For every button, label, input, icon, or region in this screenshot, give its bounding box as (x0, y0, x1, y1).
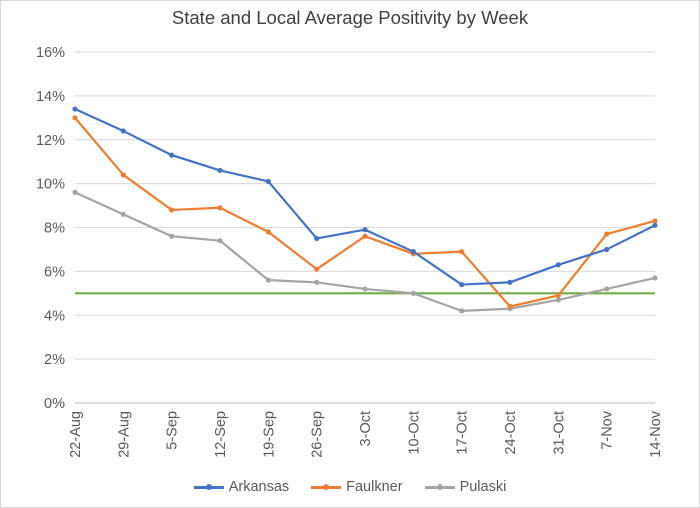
x-tick-label: 17-Oct (455, 411, 471, 455)
x-tick-label: 24-Oct (503, 411, 519, 455)
data-point-faulkner (459, 249, 465, 255)
y-tick-label: 2% (44, 352, 65, 368)
data-point-pulaski (72, 189, 78, 195)
data-point-arkansas (362, 227, 368, 233)
data-point-arkansas (555, 262, 561, 268)
legend-label: Arkansas (228, 479, 290, 495)
x-tick-label: 19-Sep (261, 411, 277, 458)
data-point-pulaski (120, 211, 126, 217)
x-tick-label: 31-Oct (551, 411, 567, 455)
data-point-pulaski (217, 238, 223, 244)
data-point-arkansas (410, 249, 416, 255)
data-point-faulkner (169, 207, 175, 213)
series-line-faulkner (74, 117, 656, 308)
data-point-faulkner (507, 303, 513, 310)
data-point-faulkner (652, 218, 658, 224)
legend-swatch (424, 482, 455, 492)
legend-label: Faulkner (346, 479, 403, 495)
y-tick-label: 4% (44, 308, 65, 324)
data-point-arkansas (265, 178, 271, 185)
data-point-faulkner (604, 231, 610, 237)
data-point-arkansas (507, 279, 513, 285)
x-tick-label: 22-Aug (68, 411, 84, 458)
y-tick-label: 16% (36, 45, 65, 61)
data-point-arkansas (652, 222, 658, 228)
data-point-arkansas (314, 235, 320, 242)
y-tick-label: 8% (44, 221, 65, 237)
data-point-pulaski (265, 277, 271, 283)
data-point-pulaski (410, 290, 416, 296)
series-line-arkansas (74, 108, 656, 286)
x-tick-label: 3-Oct (358, 411, 374, 446)
x-tick-label: 7-Nov (600, 410, 616, 449)
x-tick-label: 14-Nov (648, 410, 664, 457)
data-point-arkansas (72, 106, 78, 112)
data-point-faulkner (265, 229, 271, 235)
data-point-arkansas (604, 246, 610, 253)
chart-title: State and Local Average Positivity by We… (171, 7, 529, 28)
data-point-pulaski (555, 297, 561, 303)
data-point-pulaski (652, 275, 658, 281)
x-tick-label: 29-Aug (116, 411, 132, 458)
data-point-pulaski (604, 286, 610, 292)
data-point-faulkner (555, 292, 561, 299)
data-point-pulaski (314, 279, 320, 285)
data-point-faulkner (120, 172, 126, 178)
legend-swatch (311, 482, 342, 492)
data-point-pulaski (169, 233, 175, 239)
data-point-arkansas (169, 152, 175, 158)
y-tick-label: 12% (36, 133, 65, 149)
legend: Arkansas Faulkner Pulaski (0, 479, 700, 495)
y-tick-label: 10% (36, 177, 65, 193)
x-tick-label: 5-Sep (165, 411, 181, 450)
legend-label: Pulaski (459, 479, 507, 495)
data-point-arkansas (120, 128, 126, 134)
x-tick-label: 10-Oct (406, 411, 422, 455)
legend-item-arkansas: Arkansas (193, 479, 290, 495)
legend-item-faulkner: Faulkner (311, 479, 403, 495)
y-tick-label: 6% (44, 264, 65, 280)
data-point-faulkner (314, 266, 320, 272)
data-point-faulkner (217, 205, 223, 211)
x-tick-label: 12-Sep (213, 411, 229, 458)
data-point-faulkner (72, 115, 78, 121)
legend-swatch (193, 482, 224, 492)
y-tick-label: 14% (36, 89, 65, 105)
data-point-pulaski (459, 308, 465, 314)
x-tick-label: 26-Sep (310, 411, 326, 458)
legend-item-pulaski: Pulaski (424, 479, 507, 495)
data-point-arkansas (459, 281, 465, 288)
y-tick-label: 0% (44, 396, 65, 412)
data-point-arkansas (217, 167, 223, 174)
data-point-pulaski (362, 286, 368, 292)
data-point-faulkner (362, 233, 368, 239)
